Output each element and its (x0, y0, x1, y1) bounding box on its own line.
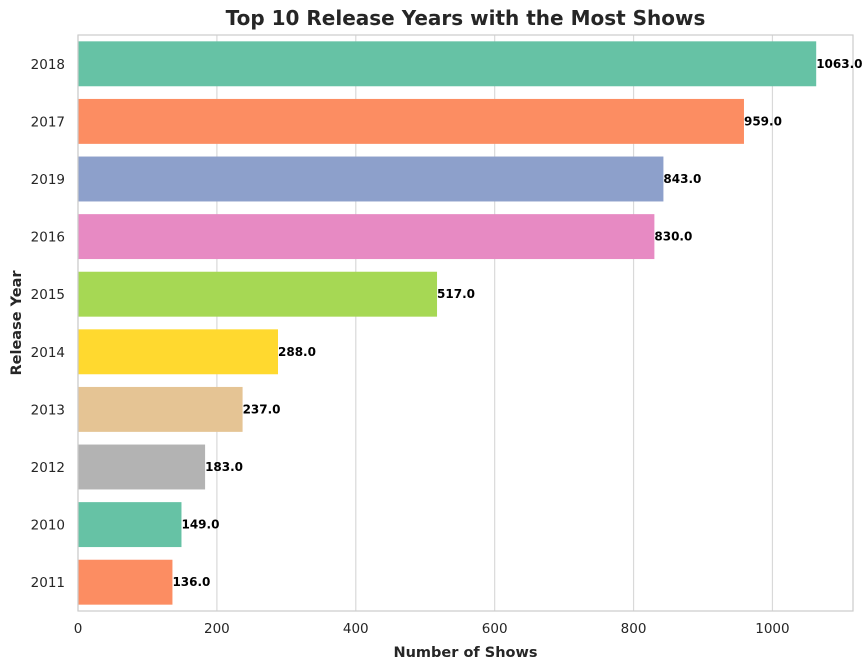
data-labels: 1063.0 959.0 843.0 830.0 517.0 288.0 237.0 183.… (172, 57, 862, 589)
data-label: 517.0 (437, 287, 475, 301)
bar-2015 (78, 271, 438, 317)
x-tick-label: 200 (204, 621, 230, 637)
y-tick-label: 2011 (31, 575, 65, 591)
y-tick-label: 2014 (31, 345, 65, 361)
data-label: 959.0 (744, 114, 782, 128)
y-tick-label: 2017 (31, 114, 65, 130)
y-tick-label: 2015 (31, 287, 65, 303)
bar-2018 (78, 41, 817, 87)
x-tick-label: 600 (482, 621, 508, 637)
data-label: 843.0 (663, 172, 701, 186)
data-label: 237.0 (243, 402, 281, 416)
x-tick-label: 800 (621, 621, 647, 637)
bar-2010 (78, 502, 182, 548)
x-axis-label: Number of Shows (393, 645, 537, 661)
data-label: 830.0 (654, 230, 692, 244)
y-tick-labels: 2018 2017 2019 2016 2015 2014 2013 2012 2010 2011 (31, 57, 65, 591)
bars (78, 41, 817, 605)
bar-2019 (78, 156, 664, 202)
bar-2013 (78, 386, 243, 432)
data-label: 1063.0 (816, 57, 862, 71)
y-tick-label: 2016 (31, 230, 65, 246)
bar-2011 (78, 559, 173, 605)
bar-2016 (78, 214, 655, 260)
plot-frame (77, 34, 854, 612)
data-label: 149.0 (181, 518, 219, 532)
x-tick-label: 1000 (755, 621, 789, 637)
chart-title: Top 10 Release Years with the Most Shows (226, 6, 706, 30)
bar-2017 (78, 98, 744, 144)
bar-2012 (78, 444, 206, 490)
data-label: 183.0 (205, 460, 243, 474)
y-tick-label: 2012 (31, 460, 65, 476)
data-label: 136.0 (172, 575, 210, 589)
y-tick-label: 2018 (31, 57, 65, 73)
x-tick-label: 0 (74, 621, 83, 637)
y-axis-label: Release Year (9, 270, 25, 376)
y-tick-label: 2013 (31, 402, 65, 418)
y-tick-label: 2019 (31, 172, 65, 188)
x-tick-label: 400 (343, 621, 369, 637)
x-tick-labels: 0 200 400 600 800 1000 (74, 621, 790, 637)
data-label: 288.0 (278, 345, 316, 359)
y-tick-label: 2010 (31, 518, 65, 534)
bar-2014 (78, 329, 278, 375)
